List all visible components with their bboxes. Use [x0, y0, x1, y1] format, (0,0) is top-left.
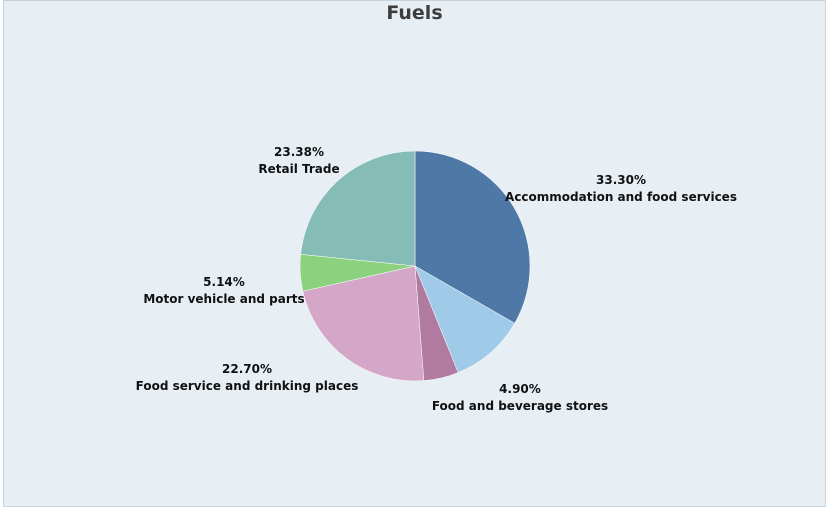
- label-retail-trade-value: 23.38%: [274, 145, 324, 159]
- pie-slice-3[interactable]: [302, 265, 425, 382]
- pie-slice-0[interactable]: [414, 150, 531, 324]
- label-accommodation-value: 33.30%: [596, 173, 646, 187]
- label-food-service-value: 22.70%: [222, 362, 272, 376]
- label-motor-vehicle-name: Motor vehicle and parts: [143, 292, 305, 306]
- pie-slice-1[interactable]: [414, 265, 516, 373]
- label-retail-trade-name: Retail Trade: [258, 162, 340, 176]
- label-motor-vehicle: 5.14% Motor vehicle and parts: [134, 274, 314, 308]
- label-food-beverage: 4.90% Food and beverage stores: [420, 381, 620, 415]
- chart-title: Fuels: [386, 2, 443, 24]
- label-motor-vehicle-value: 5.14%: [203, 275, 245, 289]
- label-food-service: 22.70% Food service and drinking places: [132, 361, 362, 395]
- label-accommodation: 33.30% Accommodation and food services: [500, 172, 742, 206]
- label-food-beverage-name: Food and beverage stores: [431, 399, 609, 413]
- label-accommodation-name: Accommodation and food services: [505, 190, 737, 204]
- label-retail-trade: 23.38% Retail Trade: [234, 144, 364, 178]
- label-food-beverage-value: 4.90%: [499, 382, 541, 396]
- pie-slice-5[interactable]: [300, 150, 416, 267]
- label-food-service-name: Food service and drinking places: [135, 379, 359, 393]
